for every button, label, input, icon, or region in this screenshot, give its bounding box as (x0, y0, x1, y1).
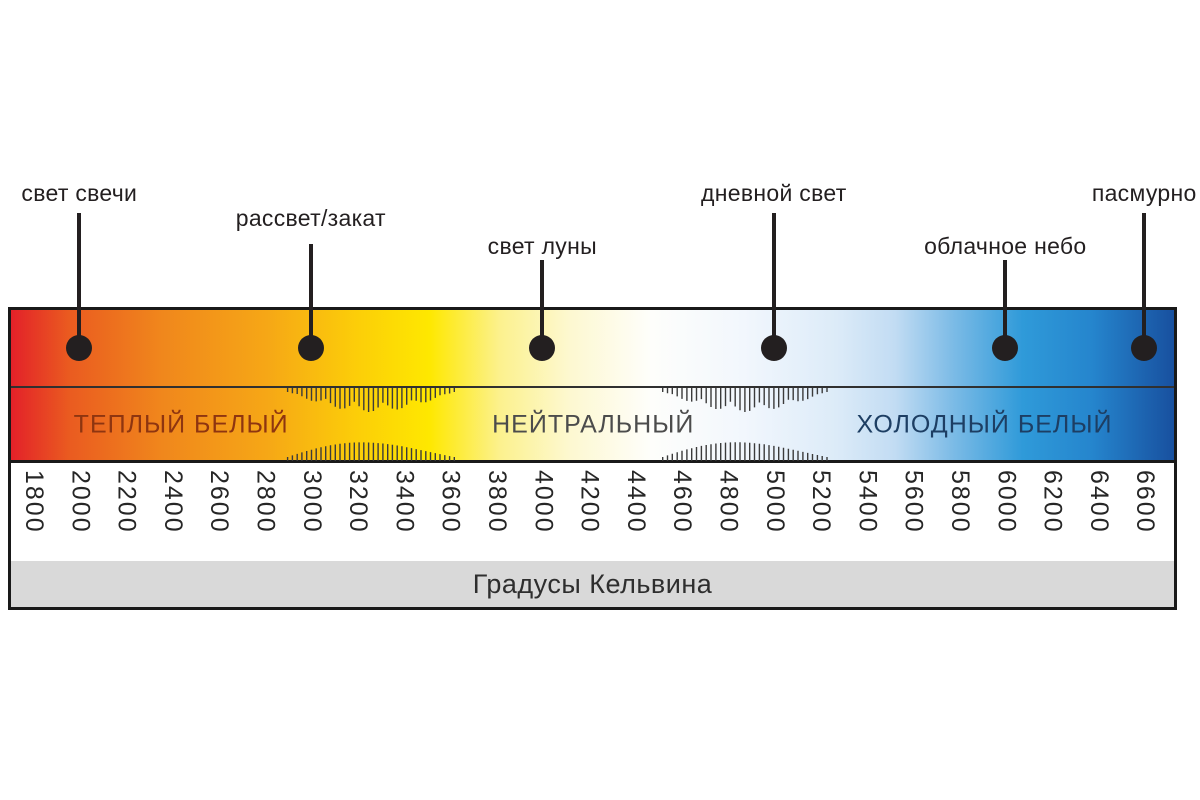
axis-tick-label: 6000 (992, 470, 1021, 534)
annotation-marker-cloudy-sky (992, 335, 1019, 361)
gradient-band-upper (11, 310, 1174, 388)
axis-tick-label: 1800 (20, 470, 48, 534)
annotation-stem-daylight (771, 213, 776, 348)
annotation-stem-overcast (1142, 213, 1147, 348)
annotation-stem-candle (77, 213, 82, 348)
gradient-band: ТЕПЛЫЙ БЕЛЫЙ НЕЙТРАЛЬНЫЙ ХОЛОДНЫЙ БЕЛЫЙ (11, 310, 1174, 463)
axis-tick-label: 5400 (853, 470, 882, 534)
axis-tick-label: 3400 (390, 470, 419, 534)
annotation-stem-sunrise-sunset (308, 244, 313, 348)
annotation-marker-overcast (1131, 335, 1158, 361)
hatch-ticks (286, 388, 828, 461)
kelvin-scale-chart: ТЕПЛЫЙ БЕЛЫЙ НЕЙТРАЛЬНЫЙ ХОЛОДНЫЙ БЕЛЫЙ 18… (8, 307, 1177, 610)
axis-tick-label: 5800 (946, 470, 974, 534)
transition-hatch-marks (286, 388, 828, 461)
axis-tick-label: 2200 (112, 470, 141, 534)
annotation-marker-candle (66, 335, 93, 361)
axis-tick-label: 5000 (760, 470, 789, 534)
annotation-marker-daylight (760, 335, 787, 361)
annotation-marker-sunrise-sunset (297, 335, 324, 361)
axis-tick-label: 4200 (575, 470, 604, 534)
axis-tick-label: 4600 (668, 470, 697, 534)
axis-tick-label: 2400 (158, 470, 187, 534)
axis-tick-label: 6600 (1131, 470, 1160, 534)
zone-label: ХОЛОДНЫЙ БЕЛЫЙ (856, 410, 1113, 438)
zone-label: ТЕПЛЫЙ БЕЛЫЙ (73, 410, 289, 438)
axis-tick-label: 4000 (529, 470, 558, 534)
axis-tick-label: 6400 (1084, 470, 1113, 534)
axis-tick-label: 3200 (344, 470, 373, 534)
annotation-stem-moonlight (540, 260, 545, 348)
annotation-label-overcast: пасмурно (1091, 180, 1197, 206)
annotation-marker-moonlight (529, 335, 556, 361)
annotation-label-daylight: дневной свет (701, 180, 847, 206)
axis-tick-label: 4400 (621, 470, 650, 534)
annotation-label-cloudy-sky: облачное небо (924, 233, 1087, 259)
axis-tick-label: 6200 (1038, 470, 1067, 534)
axis-unit-label: Градусы Кельвина (472, 568, 713, 599)
axis-tick-label: 5200 (807, 470, 836, 534)
axis-tick-label: 2800 (251, 470, 280, 534)
axis-unit-bar: Градусы Кельвина (11, 561, 1174, 607)
zone-label: НЕЙТРАЛЬНЫЙ (492, 410, 695, 438)
axis-tick-label: 3000 (297, 470, 326, 534)
axis-tick-label: 4800 (714, 470, 743, 534)
annotation-label-moonlight: свет луны (487, 233, 597, 259)
kelvin-axis: 1800 2000 2200 2400 2600 2800 3000 3200 3400 3600… (11, 463, 1174, 558)
gradient-band-lower: ТЕПЛЫЙ БЕЛЫЙ НЕЙТРАЛЬНЫЙ ХОЛОДНЫЙ БЕЛЫЙ (11, 388, 1174, 461)
axis-tick-label: 5600 (899, 470, 928, 534)
annotation-stem-cloudy-sky (1003, 260, 1008, 348)
axis-tick-label: 3800 (483, 470, 511, 534)
annotation-label-candle: свет свечи (21, 180, 138, 206)
annotation-label-sunrise-sunset: рассвет/закат (235, 205, 386, 231)
axis-tick-label: 2000 (66, 470, 95, 534)
axis-tick-label: 2600 (205, 470, 234, 534)
axis-tick-label: 3600 (436, 470, 465, 534)
